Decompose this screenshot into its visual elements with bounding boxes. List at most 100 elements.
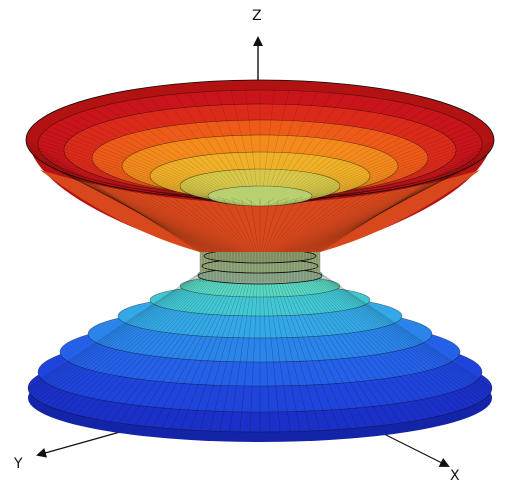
lower-surface (27, 265, 493, 442)
upper-shell-mesh-line (316, 144, 494, 253)
upper-mesh-line (42, 154, 210, 199)
upper-mesh-line (60, 119, 214, 192)
upper-mesh-line (310, 133, 478, 195)
lower-mesh-line (49, 277, 204, 407)
upper-shell-mesh-line (270, 197, 324, 253)
lower-mesh-line (313, 277, 462, 411)
lower-mesh-line (171, 281, 237, 429)
upper-shell-mesh-line (122, 188, 237, 253)
lower-mesh-line (273, 281, 311, 431)
lower-mesh-line (321, 274, 492, 391)
upper-mesh-line (161, 95, 238, 188)
upper-mesh-line (67, 116, 216, 192)
upper-mesh-line (282, 95, 359, 188)
upper-mesh-line (49, 161, 211, 200)
upper-mesh-line (308, 164, 466, 200)
upper-mesh-line (113, 184, 226, 204)
upper-shell-mesh-line (271, 196, 333, 253)
upper-shell-mesh-line (76, 177, 226, 253)
upper-mesh-line (305, 170, 453, 202)
upper-shell-mesh-line (304, 162, 477, 253)
lower-mesh-line (180, 281, 239, 430)
lower-mesh-line (152, 281, 232, 428)
upper-shell-mesh-line (40, 160, 214, 253)
lower-mesh-line (317, 276, 475, 405)
upper-shell-mesh-line (34, 156, 211, 253)
upper-shell-mesh-line (288, 183, 419, 253)
upper-mesh-line (148, 190, 235, 205)
upper-shell-mesh-line (37, 158, 213, 253)
upper-shell-mesh-line (70, 175, 225, 253)
upper-mesh-line (311, 150, 481, 198)
upper-mesh-line (49, 126, 211, 193)
upper-shell-mesh-line (315, 146, 493, 253)
upper-mesh-line (263, 90, 275, 187)
upper-mesh-line (307, 123, 466, 193)
upper-mesh-line (288, 188, 384, 205)
upper-shell-mesh-line (286, 185, 413, 253)
upper-mesh-line (161, 192, 238, 206)
lower-mesh-line (293, 280, 385, 426)
lower-mesh-line (126, 280, 225, 425)
upper-mesh-line (175, 193, 241, 206)
upper-underside-band (40, 170, 480, 252)
lower-mesh-line (316, 277, 471, 407)
lower-mesh-line (307, 279, 438, 417)
upper-shell-mesh-line (153, 193, 243, 253)
upper-mesh-line (303, 173, 445, 202)
lower-mesh-line (118, 280, 223, 424)
lower-mesh-line (229, 281, 253, 432)
x-axis (379, 431, 450, 467)
upper-mesh-line (38, 140, 209, 196)
upper-shell-mesh-line (279, 192, 375, 253)
upper-mesh-line (270, 90, 304, 187)
lower-mesh-line (209, 281, 247, 431)
upper-shell-mesh-line (214, 198, 253, 253)
upper-mesh-line (276, 194, 332, 206)
upper-mesh-line (37, 143, 209, 197)
upper-mesh-line (93, 108, 221, 190)
upper-shell-mesh-line (291, 180, 432, 253)
upper-shell-mesh-line (55, 169, 220, 253)
upper-mesh-line (310, 129, 475, 194)
lower-mesh-line (31, 275, 200, 396)
upper-mesh-line (136, 188, 232, 205)
neck-surface (197, 248, 323, 285)
upper-mesh-line (136, 98, 232, 188)
upper-shell-mesh-line (285, 186, 405, 253)
upper-shell-mesh-line (267, 198, 306, 253)
lower-mesh-line (41, 276, 202, 404)
upper-mesh-line (279, 94, 346, 187)
lower-mesh-line (82, 279, 213, 417)
upper-shell-mesh-line (310, 153, 488, 253)
lower-mesh-line (103, 279, 219, 421)
lower-mesh-line (270, 281, 301, 432)
upper-shell-mesh-line (300, 169, 465, 253)
upper-mesh-line (202, 91, 247, 187)
upper-mesh-line (75, 113, 217, 191)
upper-mesh-line (273, 196, 318, 206)
upper-shell-mesh-line (60, 171, 222, 253)
upper-shell-mesh-line (27, 146, 205, 253)
upper-mesh-line (67, 170, 215, 202)
upper-mesh-line (279, 193, 345, 206)
lower-mesh-line (288, 281, 368, 428)
upper-shell-mesh-line (241, 199, 258, 253)
lower-mesh-line (45, 276, 203, 405)
upper-shell-mesh-line (30, 151, 208, 253)
lower-mesh-line (58, 277, 207, 411)
upper-mesh-line (311, 136, 481, 195)
lower-mesh-line (278, 281, 330, 431)
upper-mesh-line (45, 129, 210, 194)
upper-shell-mesh-line (277, 193, 367, 253)
lower-mesh-line (301, 279, 417, 421)
upper-shell-mesh-line (303, 164, 473, 253)
upper-mesh-line (285, 97, 372, 188)
upper-mesh-line (75, 173, 217, 202)
upper-mesh-line (54, 164, 212, 200)
upper-mesh-line (291, 101, 396, 189)
lower-mesh-line (321, 273, 493, 389)
y-axis-label: Y (13, 456, 23, 472)
upper-mesh-line (266, 197, 290, 207)
